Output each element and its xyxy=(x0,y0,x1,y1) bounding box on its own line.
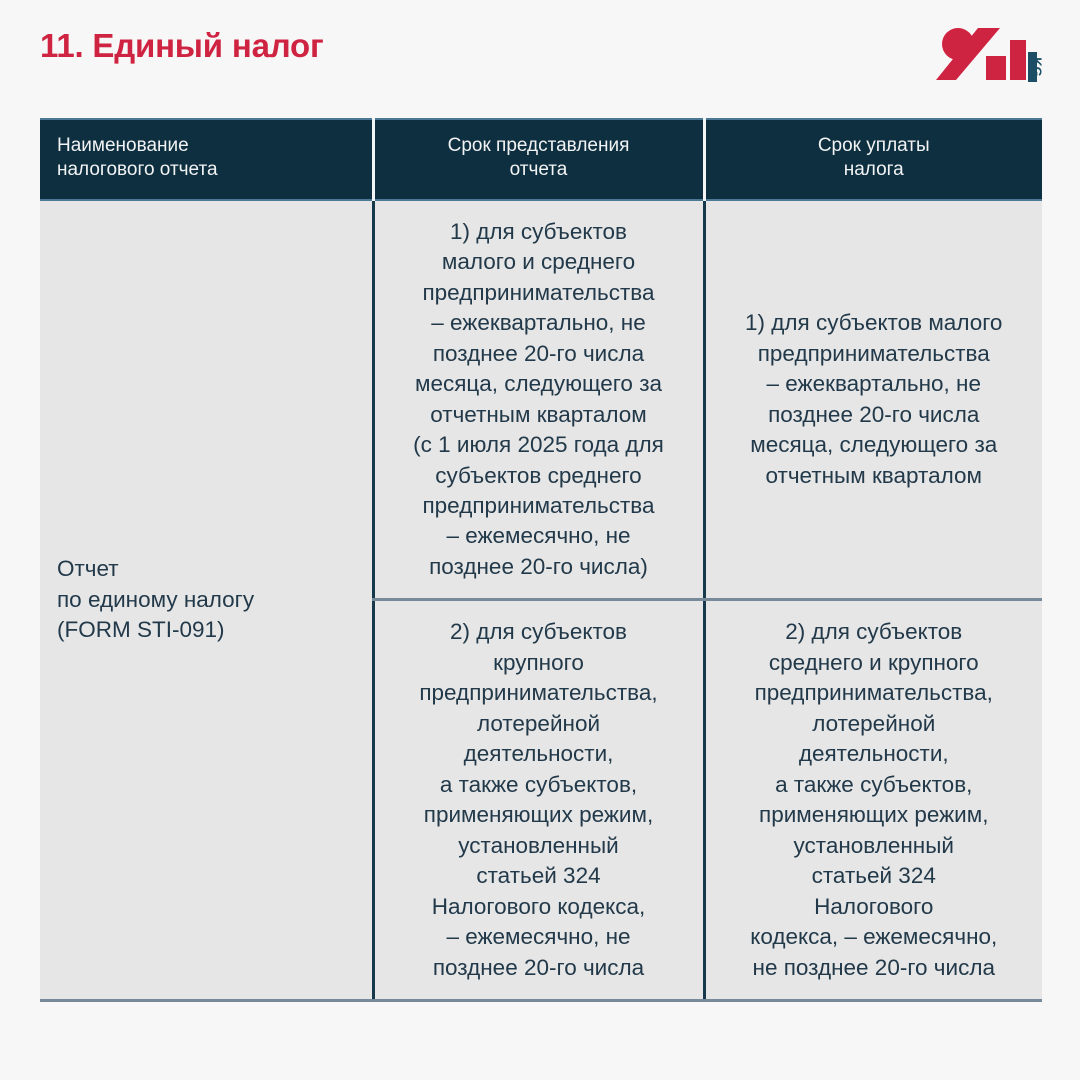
page-header: 11. Единый налог KG xyxy=(0,0,1080,118)
cell-report-name: Отчет по единому налогу (FORM STI-091) xyxy=(40,199,373,1003)
table-row: 2) для субъектов крупного предпринимател… xyxy=(40,599,1042,1003)
cell-submission-term-2: 2) для субъектов крупного предпринимател… xyxy=(371,599,704,1003)
page-title: 11. Единый налог xyxy=(40,27,324,64)
table-row: Отчет по единому налогу (FORM STI-091) 1… xyxy=(40,199,1042,1003)
column-header-submission-term: Срок представления отчета xyxy=(371,118,704,201)
tax-report-table: Наименование налогового отчета Срок пред… xyxy=(40,118,1042,1003)
table-header-row: Наименование налогового отчета Срок пред… xyxy=(40,118,1042,201)
table-body: Отчет по единому налогу (FORM STI-091) 1… xyxy=(40,199,1042,1003)
column-header-payment-term: Срок уплаты налога xyxy=(702,118,1042,201)
svg-text:KG: KG xyxy=(1030,57,1045,77)
cell-payment-term-2: 2) для субъектов среднего и крупного пре… xyxy=(702,599,1042,1003)
cell-submission-term-1: 1) для субъектов малого и среднего предп… xyxy=(371,199,704,602)
cell-payment-term-1: 1) для субъектов малого предпринимательс… xyxy=(702,199,1042,602)
column-header-report-name: Наименование налогового отчета xyxy=(40,118,373,201)
table-header: Наименование налогового отчета Срок пред… xyxy=(40,118,1042,201)
brand-logo-24kg: KG xyxy=(934,26,1044,88)
logo-icon: KG xyxy=(936,28,1045,82)
